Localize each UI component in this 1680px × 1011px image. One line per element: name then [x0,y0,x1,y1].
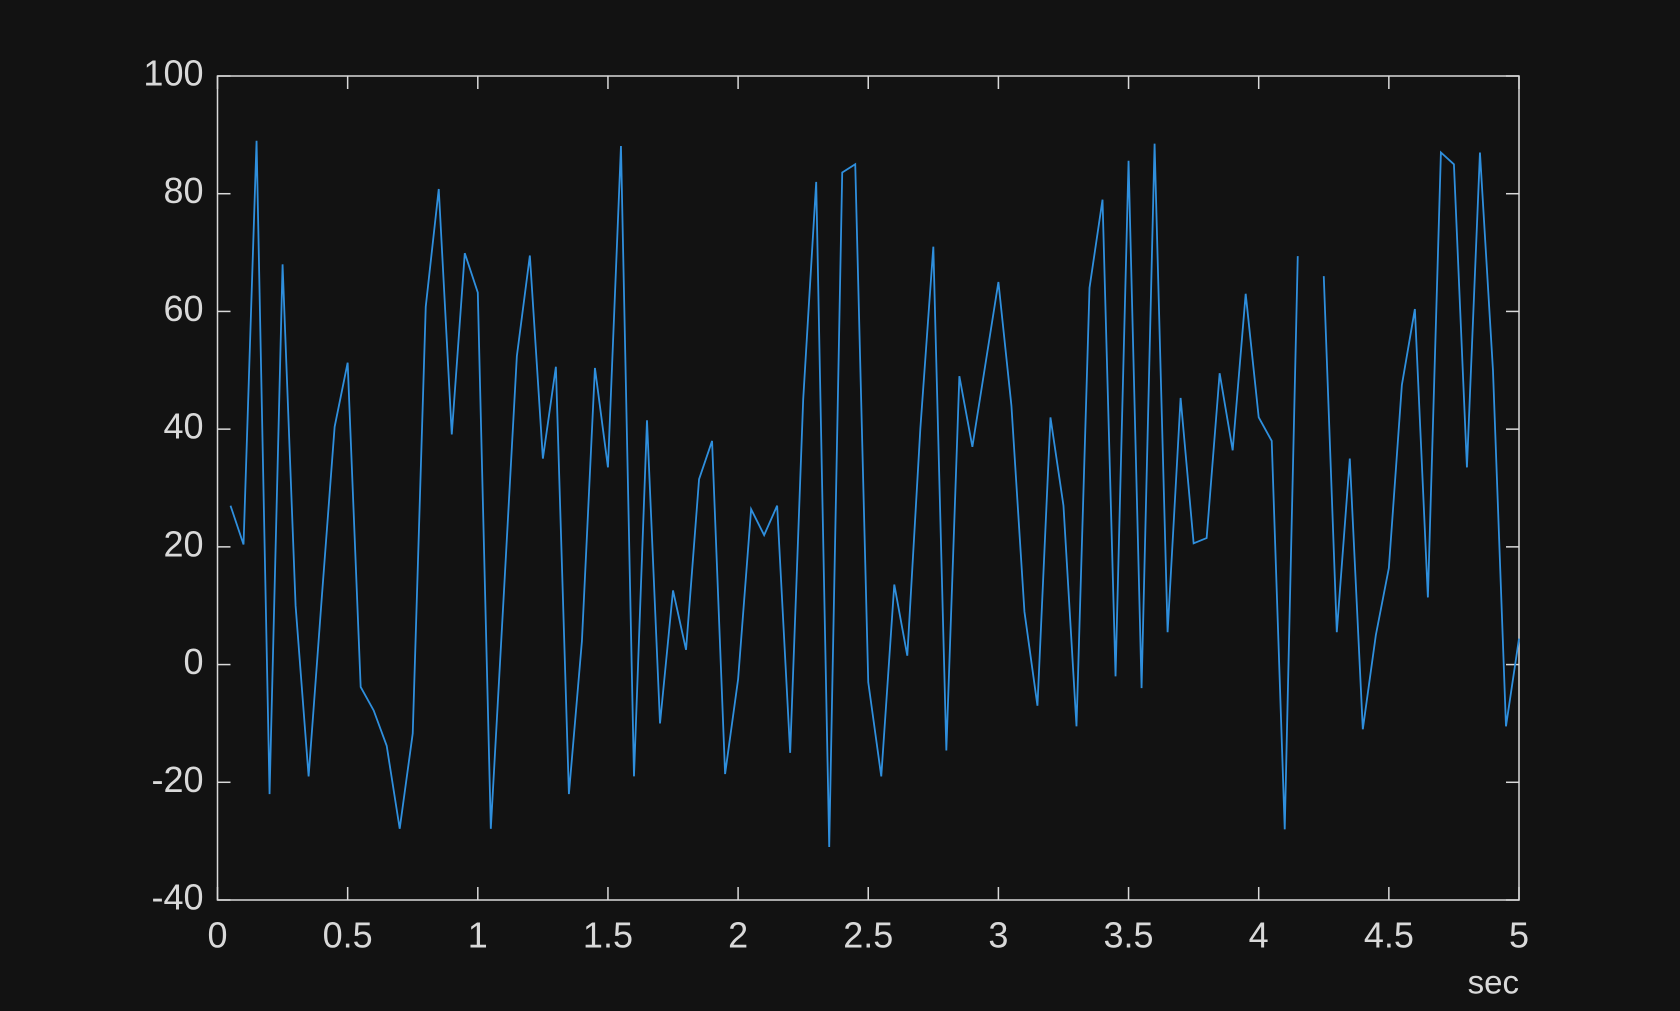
x-tick-label: 4 [1249,915,1269,956]
data-line [229,140,1520,848]
x-tick-label: 0.5 [323,915,373,956]
y-tick-label: 100 [143,53,203,94]
x-tick-label: 3 [988,915,1008,956]
x-tick-label: 4.5 [1364,915,1414,956]
x-tick-label: 1 [468,915,488,956]
x-tick-label: 2.5 [843,915,893,956]
x-tick-label: 2 [728,915,748,956]
x-tick-label: 1.5 [583,915,633,956]
x-axis-label: sec [1468,964,1519,1001]
y-tick-label: 0 [183,641,203,682]
y-tick-label: -20 [151,759,203,800]
y-tick-label: 60 [163,288,203,329]
x-tick-label: 5 [1509,915,1529,956]
x-tick-label: 3.5 [1104,915,1154,956]
y-tick-label: 20 [163,523,203,564]
y-tick-label: 40 [163,406,203,447]
y-tick-label: 80 [163,170,203,211]
y-tick-label: -40 [151,877,203,918]
x-tick-label: 0 [207,915,227,956]
